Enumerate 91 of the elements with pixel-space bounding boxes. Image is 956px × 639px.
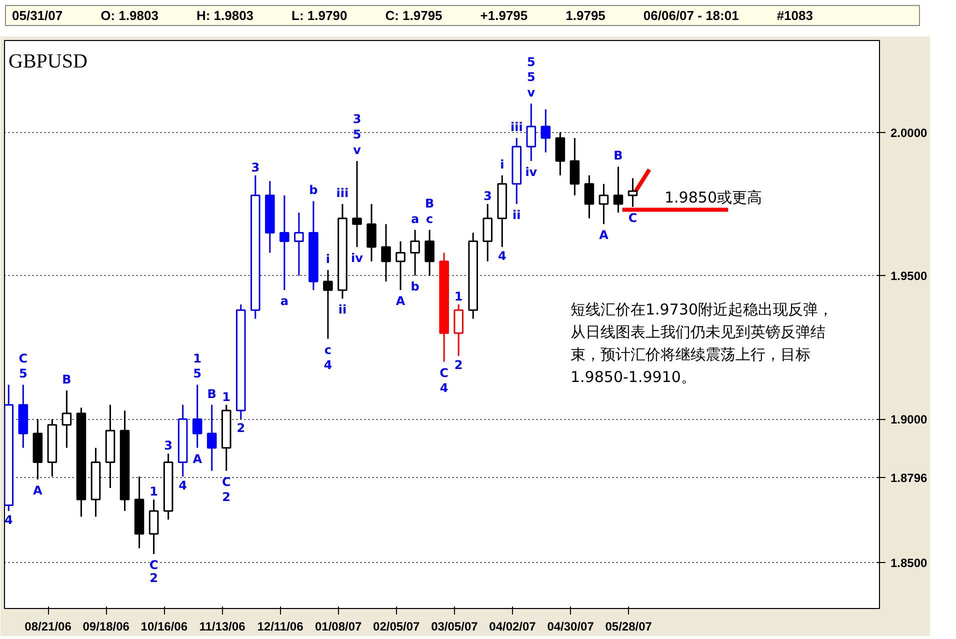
text: O: 1.9803 bbox=[100, 8, 158, 23]
candlestick bbox=[613, 166, 624, 214]
text: 06/06/07 - 18:01 bbox=[643, 8, 739, 23]
candlestick bbox=[424, 229, 434, 276]
candlestick bbox=[454, 304, 464, 357]
candlestick bbox=[584, 174, 594, 220]
annotation: A bbox=[192, 452, 203, 466]
annotation: B c bbox=[424, 196, 434, 226]
annotation: C bbox=[149, 558, 158, 572]
annotation: C 2 bbox=[222, 474, 231, 504]
candlestick bbox=[526, 102, 536, 162]
text: 05/31/07 bbox=[12, 8, 63, 23]
annotation: 短线汇价在1.9730附近起稳出现反弹，从日线图表上我们仍未见到英镑反弹结束，预计汇价将继续震荡上行，目标1.9850-1.9910。 bbox=[570, 300, 833, 386]
annotation: 1 bbox=[454, 289, 463, 304]
candlestick bbox=[192, 384, 202, 449]
x-tick-label: 09/18/06 bbox=[82, 620, 130, 634]
annotation: ii bbox=[338, 302, 347, 317]
y-tick-label: 1.8500 bbox=[890, 556, 928, 570]
annotation: C 4 bbox=[440, 366, 449, 396]
annotation: a bbox=[410, 212, 420, 226]
annotation: 4 bbox=[498, 249, 506, 264]
annotation: B bbox=[614, 148, 623, 163]
annotation: i bbox=[500, 157, 504, 172]
annotation: 2 bbox=[236, 421, 246, 436]
candlestick bbox=[570, 137, 580, 196]
annotation: b bbox=[309, 183, 318, 198]
annotation: a bbox=[280, 294, 288, 308]
text: H: 1.9803 bbox=[196, 8, 254, 23]
candlestick bbox=[294, 212, 304, 276]
text: #1083 bbox=[776, 8, 813, 23]
annotation: c 4 bbox=[324, 342, 332, 372]
annotation: 3 5 v bbox=[352, 112, 362, 157]
x-tick-label: 02/05/07 bbox=[373, 620, 420, 634]
candlestick bbox=[280, 194, 290, 291]
x-tick-label: 10/16/06 bbox=[140, 620, 188, 634]
text: 1.9795 bbox=[566, 8, 606, 23]
candlestick bbox=[366, 203, 376, 262]
y-tick-label: 1.9000 bbox=[890, 412, 928, 427]
candlestick bbox=[148, 498, 159, 555]
text: GBPUSD bbox=[8, 50, 88, 72]
x-tick-label: 03/05/07 bbox=[431, 620, 478, 634]
annotation: A bbox=[33, 483, 44, 498]
annotation: 4 bbox=[178, 478, 187, 493]
candlestick bbox=[482, 203, 493, 262]
annotation: C 5 bbox=[18, 351, 28, 381]
x-tick-label: 05/28/07 bbox=[605, 620, 652, 634]
annotation: 4 bbox=[4, 512, 13, 527]
x-tick-label: 11/13/06 bbox=[199, 620, 246, 634]
annotation: iv bbox=[351, 251, 364, 266]
x-tick-label: 12/11/06 bbox=[257, 620, 304, 634]
annotation: 5 5 v bbox=[526, 54, 536, 100]
annotation: 3 bbox=[483, 189, 492, 204]
text: C: 1.9795 bbox=[385, 8, 442, 23]
x-tick-label: 01/08/07 bbox=[314, 620, 362, 634]
annotation: 1 5 bbox=[193, 351, 202, 381]
annotation: B bbox=[62, 372, 72, 386]
annotation: 3 bbox=[164, 438, 172, 453]
annotation: C bbox=[628, 210, 638, 225]
candlestick bbox=[540, 108, 551, 154]
candlestick bbox=[62, 390, 72, 449]
annotation: iii bbox=[510, 120, 523, 134]
candlestick bbox=[323, 269, 333, 340]
candlestick bbox=[206, 404, 217, 472]
y-tick-label: 1.8796 bbox=[890, 471, 928, 486]
candlestick bbox=[598, 183, 609, 225]
y-tick-label: 2.0000 bbox=[890, 126, 928, 140]
y-tick-label: 1.9500 bbox=[890, 269, 928, 284]
x-tick-label: 08/21/06 bbox=[24, 620, 72, 634]
annotation: iii bbox=[336, 186, 349, 200]
candlestick bbox=[628, 177, 638, 208]
text: +1.9795 bbox=[480, 8, 528, 23]
candlestick bbox=[396, 240, 406, 291]
annotation: 3 bbox=[251, 160, 260, 174]
x-tick-label: 04/02/07 bbox=[489, 620, 536, 634]
candlestick bbox=[410, 229, 420, 276]
text: L: 1.9790 bbox=[292, 8, 348, 23]
annotation: B bbox=[207, 386, 216, 401]
annotation: A bbox=[396, 294, 406, 308]
annotation: b bbox=[410, 280, 420, 294]
x-tick-label: 04/30/07 bbox=[547, 620, 594, 634]
annotation: i bbox=[326, 252, 330, 266]
annotation: 2 bbox=[150, 570, 158, 585]
candlestick bbox=[352, 160, 362, 248]
annotation: iv bbox=[525, 164, 538, 179]
annotation: ii bbox=[512, 208, 521, 222]
annotation: 1.9850或更高 bbox=[664, 188, 762, 206]
annotation: 1 bbox=[222, 390, 231, 404]
annotation: 2 bbox=[454, 358, 463, 372]
candlestick bbox=[381, 223, 391, 282]
annotation: A bbox=[599, 228, 610, 242]
annotation: 1 bbox=[150, 484, 158, 498]
